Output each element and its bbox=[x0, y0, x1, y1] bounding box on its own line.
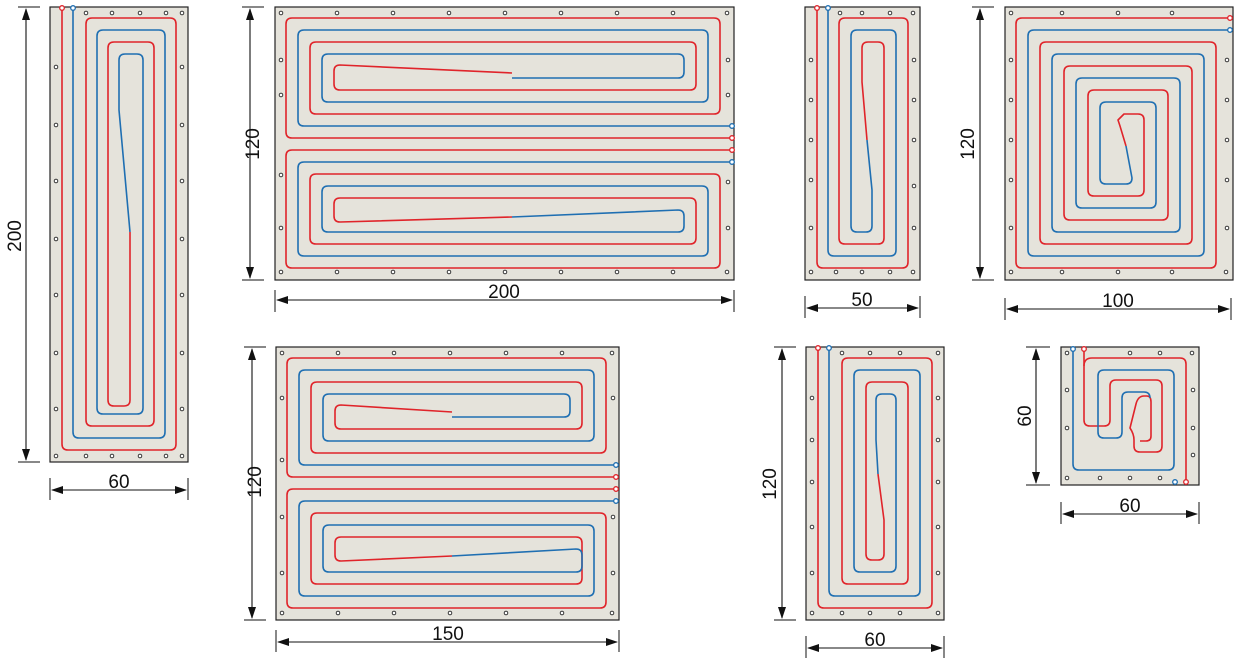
return-port bbox=[729, 159, 735, 165]
mounting-holes bbox=[278, 10, 731, 275]
width-dimension: 200 bbox=[274, 282, 735, 312]
panel-60x60: 60 60 bbox=[1015, 346, 1200, 524]
mounting-holes bbox=[808, 10, 917, 275]
panel-150x120: 120 150 bbox=[244, 346, 620, 652]
height-label: 120 bbox=[958, 128, 979, 160]
width-label: 60 bbox=[1119, 496, 1140, 517]
height-label: 120 bbox=[243, 128, 264, 160]
supply-pipe bbox=[1015, 17, 1230, 269]
supply-pipe bbox=[817, 349, 933, 609]
width-label: 50 bbox=[851, 290, 872, 311]
height-dimension: 60 bbox=[1015, 346, 1050, 486]
supply-port bbox=[1183, 479, 1189, 485]
return-port bbox=[613, 462, 619, 468]
panel-60x200: 200 60 bbox=[5, 5, 189, 500]
supply-port bbox=[814, 5, 820, 11]
width-label: 60 bbox=[864, 630, 885, 651]
supply-port bbox=[729, 135, 735, 141]
supply-port bbox=[729, 147, 735, 153]
panel-60x120: 120 60 bbox=[760, 345, 945, 658]
supply-port bbox=[59, 5, 65, 11]
supply-port bbox=[815, 345, 821, 351]
supply-port bbox=[613, 474, 619, 480]
mounting-holes bbox=[279, 350, 616, 616]
return-pipe bbox=[1072, 349, 1175, 471]
width-label: 150 bbox=[432, 624, 464, 645]
return-port bbox=[826, 345, 832, 351]
width-label: 60 bbox=[108, 472, 129, 493]
return-pipe bbox=[1027, 29, 1230, 257]
return-port bbox=[70, 5, 76, 11]
panel-board bbox=[274, 6, 735, 281]
panel-50-wide: 50 bbox=[804, 5, 921, 318]
return-pipe bbox=[72, 9, 166, 439]
supply-pipe-outer bbox=[1083, 357, 1187, 482]
return-port bbox=[1070, 346, 1076, 352]
width-dimension: 50 bbox=[804, 290, 921, 318]
width-dimension: 60 bbox=[805, 630, 945, 658]
height-label: 200 bbox=[5, 220, 26, 252]
panel-100x120: 120 100 bbox=[958, 6, 1234, 320]
supply-pipe-upper bbox=[286, 357, 615, 478]
width-dimension: 150 bbox=[275, 624, 620, 652]
panel-200x120: 120 200 bbox=[242, 6, 735, 312]
supply-pipe bbox=[61, 9, 177, 451]
return-port bbox=[613, 498, 619, 504]
return-pipe bbox=[827, 9, 897, 257]
return-port bbox=[1227, 27, 1233, 33]
height-dimension: 200 bbox=[5, 6, 40, 463]
height-dimension: 120 bbox=[958, 6, 994, 281]
return-pipe-upper bbox=[297, 29, 731, 127]
height-dimension: 120 bbox=[242, 6, 264, 281]
supply-port bbox=[613, 486, 619, 492]
width-dimension: 100 bbox=[1004, 291, 1232, 320]
width-dimension: 60 bbox=[1060, 496, 1200, 524]
return-pipe-upper bbox=[298, 369, 615, 466]
supply-pipe-upper bbox=[285, 17, 731, 139]
return-pipe bbox=[828, 349, 921, 597]
height-label: 60 bbox=[1015, 405, 1036, 426]
height-label: 120 bbox=[760, 468, 781, 500]
panel-board bbox=[275, 346, 620, 621]
return-port bbox=[729, 123, 735, 129]
supply-pipe-lower bbox=[285, 149, 731, 269]
height-label: 120 bbox=[245, 466, 266, 498]
width-label: 100 bbox=[1102, 291, 1134, 312]
return-port bbox=[825, 5, 831, 11]
return-pipe-lower bbox=[297, 161, 731, 257]
return-pipe-lower bbox=[298, 500, 615, 597]
mounting-holes bbox=[1064, 350, 1196, 481]
supply-port bbox=[1227, 15, 1233, 21]
supply-pipe bbox=[816, 9, 909, 269]
height-dimension: 120 bbox=[244, 346, 266, 621]
supply-pipe-lower bbox=[286, 488, 615, 609]
width-dimension: 60 bbox=[49, 472, 189, 500]
panel-board bbox=[1060, 346, 1200, 486]
mounting-holes bbox=[53, 10, 185, 459]
supply-port bbox=[1081, 346, 1087, 352]
mounting-holes bbox=[1008, 10, 1230, 275]
height-dimension: 120 bbox=[760, 346, 796, 621]
return-port bbox=[1172, 479, 1178, 485]
panel-board bbox=[1004, 6, 1234, 281]
width-label: 200 bbox=[488, 282, 520, 303]
mounting-holes bbox=[809, 350, 941, 616]
panel-board bbox=[805, 346, 945, 621]
